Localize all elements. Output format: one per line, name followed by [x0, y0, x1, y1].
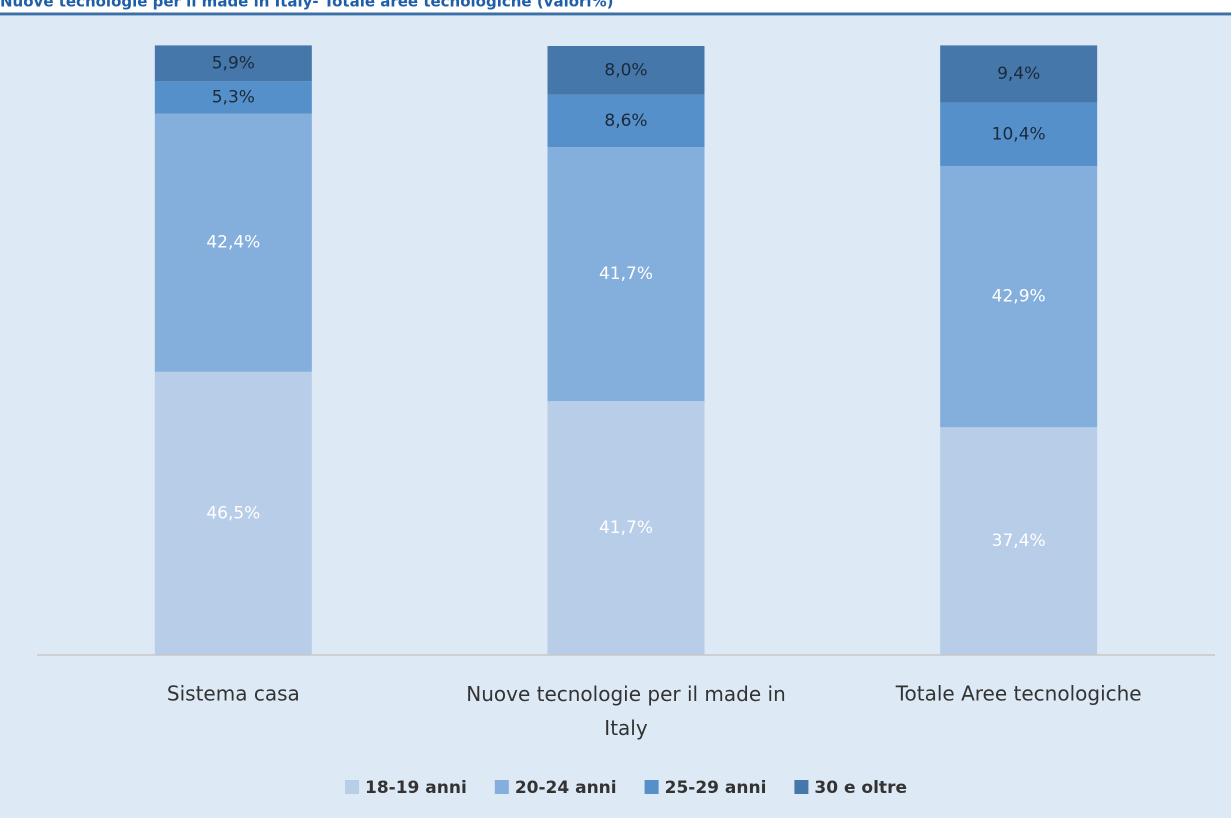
- data-label: 8,0%: [604, 60, 647, 80]
- bar-segment: [547, 94, 705, 148]
- bar-segment: [940, 165, 1098, 428]
- bar-segment: [940, 102, 1098, 166]
- legend-swatch: [345, 780, 360, 794]
- data-label: 42,9%: [992, 287, 1046, 307]
- bar-segment: [154, 113, 312, 372]
- legend-label: 30 e oltre: [814, 778, 907, 798]
- data-label: 5,9%: [212, 53, 255, 73]
- bar-segment: [940, 427, 1098, 655]
- legend-label: 25-29 anni: [665, 778, 767, 798]
- data-label: 37,4%: [992, 531, 1046, 551]
- data-label: 42,4%: [206, 233, 260, 253]
- bar-segment: [547, 46, 705, 95]
- bar-segment: [154, 81, 312, 114]
- data-label: 10,4%: [992, 124, 1046, 144]
- data-label: 8,6%: [604, 111, 647, 131]
- bar-segment: [547, 401, 705, 655]
- data-label: 41,7%: [599, 264, 653, 284]
- legend-swatch: [644, 780, 659, 794]
- bar-segment: [154, 45, 312, 82]
- legend-label: 18-19 anni: [365, 778, 467, 798]
- bar-segment: [154, 371, 312, 655]
- data-label: 46,5%: [206, 503, 260, 523]
- data-label: 9,4%: [997, 64, 1040, 84]
- legend-label: 20-24 anni: [515, 778, 617, 798]
- x-tick-label: Sistema casa: [167, 682, 300, 706]
- bar-segment: [547, 147, 705, 402]
- bar-segment: [940, 45, 1098, 103]
- data-label: 41,7%: [599, 518, 653, 538]
- legend-swatch: [794, 780, 809, 794]
- data-label: 5,3%: [212, 87, 255, 107]
- legend-swatch: [494, 780, 509, 794]
- x-tick-label: Totale Aree tecnologiche: [895, 682, 1142, 706]
- x-tick-label: Nuove tecnologie per il made in Italy: [466, 682, 786, 740]
- chart-title: Nuove tecnologie per il made in Italy- T…: [0, 0, 613, 11]
